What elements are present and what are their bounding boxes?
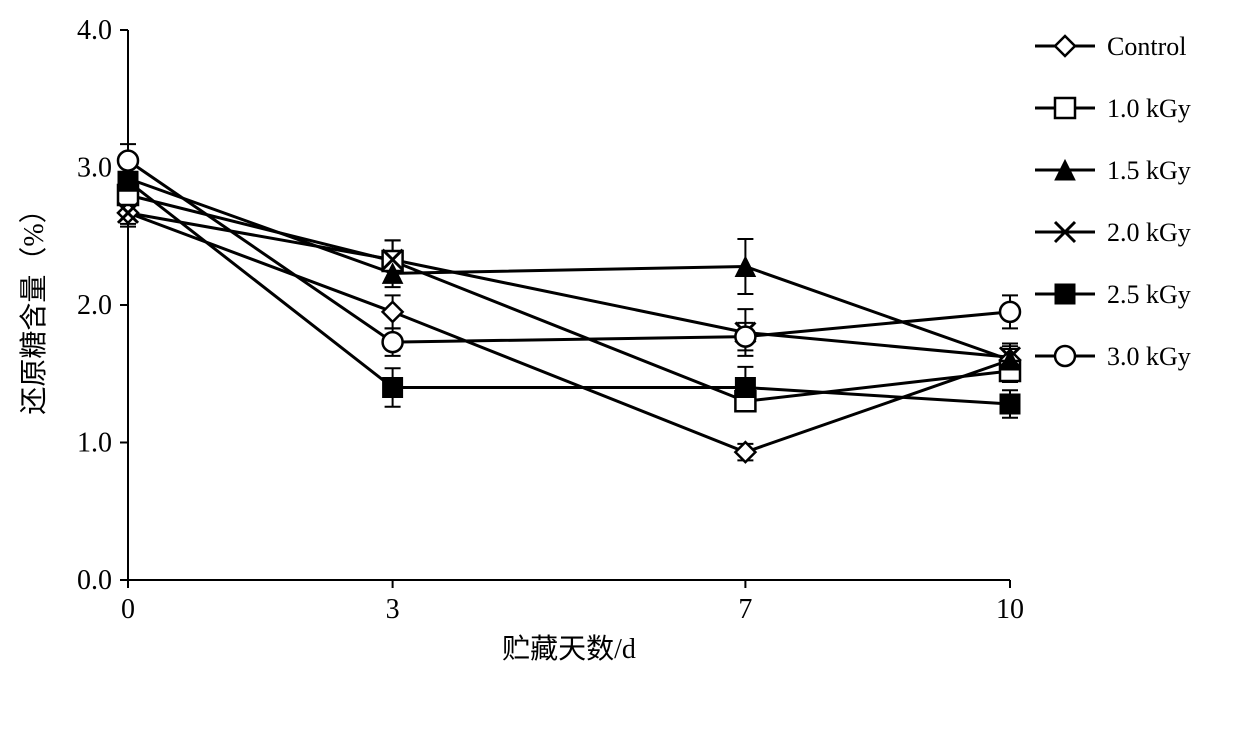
data-marker <box>735 442 755 462</box>
data-marker <box>118 171 138 191</box>
x-axis-label: 贮藏天数/d <box>502 633 636 665</box>
x-tick-label: 0 <box>121 594 135 625</box>
legend-label: 1.5 kGy <box>1107 156 1191 185</box>
series-line <box>128 181 1010 404</box>
data-marker <box>383 302 403 322</box>
series-line <box>128 179 1010 361</box>
y-tick-label: 4.0 <box>77 15 112 46</box>
legend-label: 1.0 kGy <box>1107 94 1191 123</box>
legend-item: 2.5 kGy <box>1035 280 1191 309</box>
y-tick-label: 0.0 <box>77 565 112 596</box>
x-tick-label: 3 <box>386 594 400 625</box>
data-marker <box>735 378 755 398</box>
data-marker <box>735 327 755 347</box>
data-marker <box>383 378 403 398</box>
legend-item: 3.0 kGy <box>1035 342 1191 371</box>
x-tick-label: 7 <box>738 594 752 625</box>
legend-label: 2.5 kGy <box>1107 280 1191 309</box>
series-lines <box>128 161 1010 453</box>
y-tick-label: 3.0 <box>77 153 112 184</box>
series-markers <box>118 151 1020 463</box>
legend-item: 2.0 kGy <box>1035 218 1191 247</box>
data-marker <box>383 332 403 352</box>
x-tick-label: 10 <box>996 594 1024 625</box>
series-line <box>128 161 1010 343</box>
legend-label: Control <box>1107 32 1186 61</box>
y-tick-label: 1.0 <box>77 428 112 459</box>
data-marker <box>1000 302 1020 322</box>
line-chart: 0 3 7 10 0.0 1.0 2.0 3.0 4.0 贮藏天数/d 还原糖含量（%） Contro… <box>0 0 1240 734</box>
legend-item: 1.5 kGy <box>1035 156 1191 185</box>
legend-label: 2.0 kGy <box>1107 218 1191 247</box>
y-tick-label: 2.0 <box>77 290 112 321</box>
legend-item: 1.0 kGy <box>1035 94 1191 123</box>
error-bars <box>120 144 1018 460</box>
data-marker <box>118 151 138 171</box>
y-axis-label: 还原糖含量（%） <box>18 195 50 414</box>
data-marker <box>1000 394 1020 414</box>
legend-label: 3.0 kGy <box>1107 342 1191 371</box>
legend-item: Control <box>1035 32 1186 61</box>
chart-container: 0 3 7 10 0.0 1.0 2.0 3.0 4.0 贮藏天数/d 还原糖含量（%） Contro… <box>0 0 1240 734</box>
